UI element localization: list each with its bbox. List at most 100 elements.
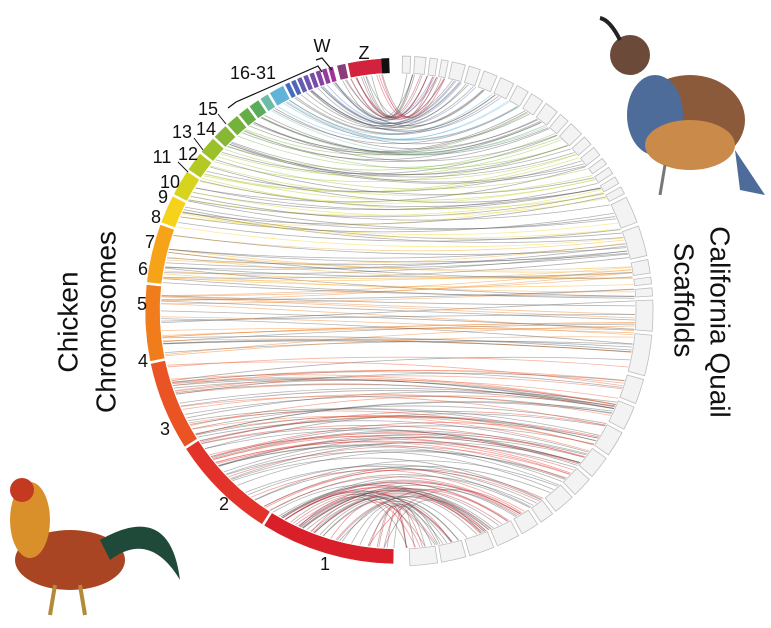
synteny-link [285,492,436,546]
synteny-link [251,469,525,512]
synteny-link [181,396,606,426]
synteny-link [188,189,602,216]
synteny-link [237,135,560,168]
chromosome-band [285,82,296,99]
synteny-link [284,480,519,520]
synteny-link [189,408,600,436]
synteny-link [161,295,635,307]
synteny-link [297,487,500,527]
synteny-link [209,436,572,474]
synteny-link [218,436,581,466]
synteny-link [283,101,510,140]
scaffold-band [588,157,607,175]
chromosome-band [160,195,187,228]
chromosome-label: 12 [178,144,198,164]
synteny-link [274,108,539,150]
synteny-link [369,504,423,547]
synteny-link [172,369,625,386]
scaffold-band [580,146,601,167]
synteny-link [282,490,452,543]
synteny-link [181,213,621,239]
synteny-link [183,209,622,240]
synteny-link [218,445,560,486]
synteny-link [200,410,606,443]
synteny-link [289,93,493,135]
synteny-link [162,322,635,338]
synteny-link [223,436,585,473]
synteny-link [172,376,616,406]
synteny-link [299,490,487,532]
chromosome-band [328,66,337,83]
quail-illustration [599,16,765,196]
synteny-link [215,159,595,195]
synteny-link [361,74,413,118]
scaffold-band [558,123,583,147]
scaffold-band [464,531,495,557]
synteny-link [190,195,610,221]
scaffold-band [522,93,544,116]
scaffold-band [594,166,614,184]
synteny-link [192,182,598,211]
synteny-link [167,356,629,368]
synteny-link [363,74,415,118]
left-label-line1: Chicken [52,271,83,372]
synteny-link [162,338,632,353]
synteny-link [199,416,599,442]
synteny-link [254,122,557,162]
scaffold-band [493,77,515,100]
synteny-link [218,433,587,467]
synteny-link [332,82,467,124]
synteny-link [163,277,634,288]
synteny-link [378,505,408,548]
chromosome-label: 5 [137,294,147,314]
synteny-link [164,267,635,297]
scaffold-band [513,509,539,535]
synteny-link [163,340,632,353]
synteny-link [305,89,484,130]
synteny-link [161,300,635,324]
synteny-link [162,327,635,336]
rooster-illustration [10,478,180,616]
scaffold-band [549,113,569,135]
synteny-link [365,74,414,117]
synteny-link [169,249,632,273]
synteny-link [269,474,531,511]
synteny-link [277,100,509,141]
leader-11 [177,161,189,173]
synteny-link [313,488,508,533]
synteny-link [163,257,629,279]
chromosome-band [238,107,257,127]
chromosome-label: 1 [320,554,330,574]
synteny-link [243,128,550,162]
synteny-link [359,503,433,546]
scaffold-band [593,424,623,456]
scaffold-band [599,176,620,193]
synteny-link [164,340,633,354]
synteny-link [230,142,585,183]
synteny-link [254,120,541,156]
scaffold-band [610,196,638,229]
synteny-link [310,492,485,532]
scaffold-band [571,136,592,157]
chromosome-band [347,57,390,79]
synteny-link [209,166,601,203]
synteny-link [204,157,580,193]
scaffold-band [530,499,554,523]
synteny-link [280,475,534,518]
synteny-link [168,251,633,279]
synteny-link [165,245,626,270]
synteny-link [228,446,570,478]
synteny-link [351,503,439,545]
synteny-link [195,401,613,435]
synteny-link [172,369,624,384]
synteny-link [162,322,635,338]
chromosome-band [309,72,319,89]
synteny-link [285,491,453,542]
synteny-link [197,420,589,453]
synteny-link [172,378,615,409]
chromosome-label: 7 [145,232,155,252]
scaffold-band [401,55,412,74]
synteny-link [320,86,484,128]
synteny-link [180,191,604,226]
